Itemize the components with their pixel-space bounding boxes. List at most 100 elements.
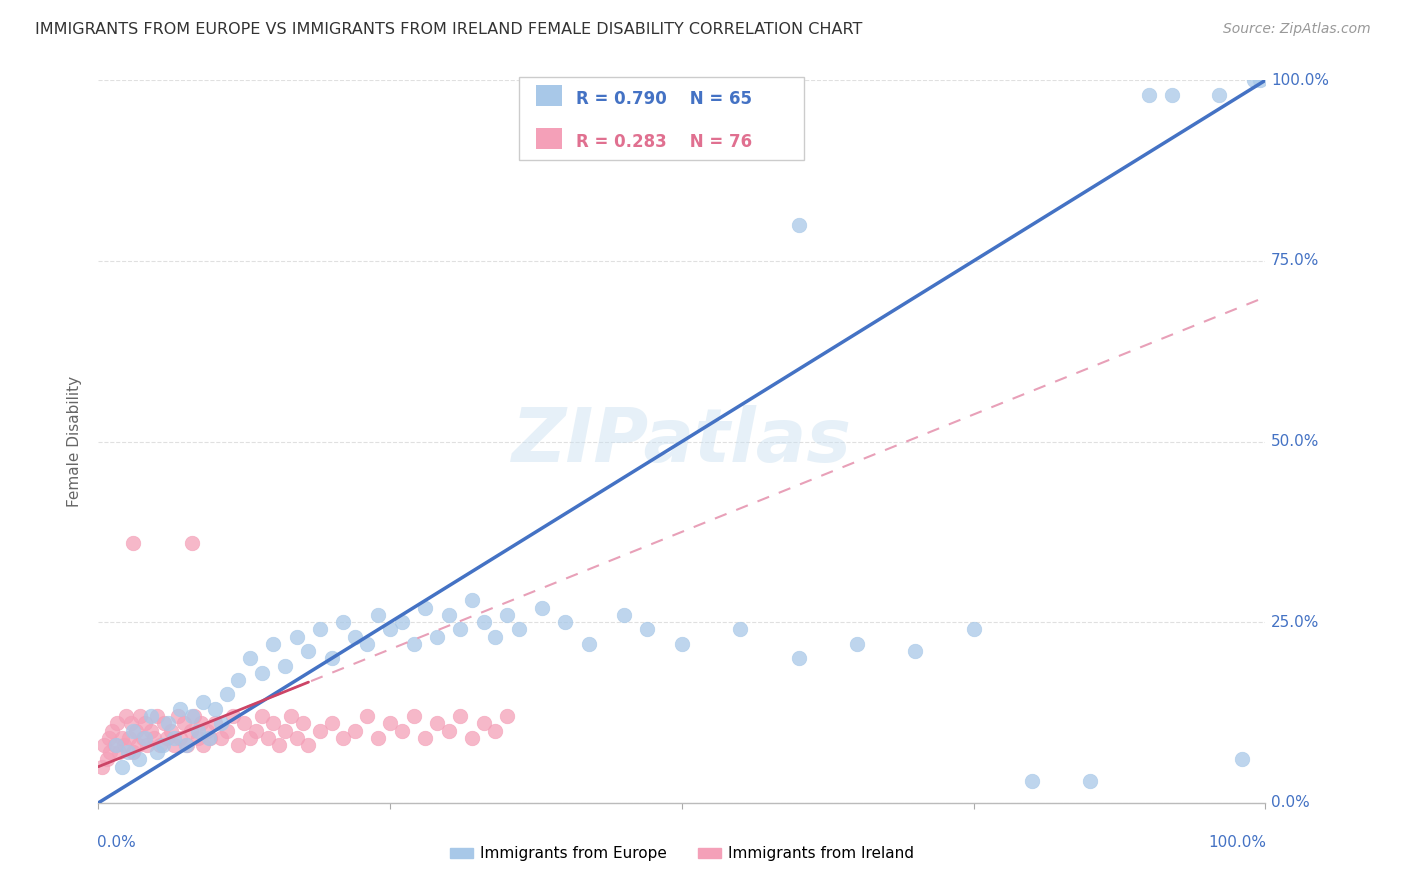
Point [152,716,174,731]
Point [484,630,506,644]
Point [120,716,142,731]
Point [136,738,159,752]
Point [163,731,186,745]
Point [846,637,869,651]
Point [173,716,195,731]
Point [496,709,519,723]
Point [256,731,278,745]
Point [134,716,156,731]
Point [169,731,191,745]
Point [356,709,378,723]
Text: R = 0.790    N = 65: R = 0.790 N = 65 [575,90,752,108]
Point [98,745,121,759]
Text: 100.0%: 100.0% [1271,73,1329,87]
Point [274,723,297,738]
Point [90,760,112,774]
Point [157,716,180,731]
Point [233,716,256,731]
Point [962,623,984,637]
Text: 75.0%: 75.0% [1271,253,1320,268]
Point [274,658,297,673]
Point [1208,87,1230,102]
Point [787,218,810,232]
Point [484,723,506,738]
Point [129,709,152,723]
Point [118,731,141,745]
Point [93,738,115,752]
Text: 100.0%: 100.0% [1209,835,1267,850]
Point [250,665,273,680]
Point [139,709,162,723]
Point [437,723,460,738]
Point [96,752,118,766]
Point [228,673,250,687]
Point [730,623,752,637]
Point [285,731,308,745]
Text: Source: ZipAtlas.com: Source: ZipAtlas.com [1223,22,1371,37]
Point [309,623,332,637]
FancyBboxPatch shape [519,77,804,160]
Point [245,723,267,738]
Point [128,752,150,766]
Point [159,723,181,738]
Point [1080,774,1102,789]
Point [239,651,262,665]
Point [111,760,134,774]
Point [309,723,332,738]
Point [228,738,250,752]
Point [297,644,319,658]
Point [671,637,693,651]
Point [472,615,495,630]
Point [122,745,145,759]
Point [332,615,354,630]
Point [152,738,174,752]
Point [449,623,471,637]
Point [1021,774,1043,789]
Text: 50.0%: 50.0% [1271,434,1320,449]
Point [169,702,191,716]
Point [215,723,238,738]
Point [215,687,238,701]
Point [105,716,128,731]
Point [380,716,402,731]
Point [122,723,145,738]
Text: 0.0%: 0.0% [97,835,136,850]
Point [104,738,127,752]
Point [297,738,319,752]
Point [426,716,449,731]
Point [209,731,232,745]
Point [112,738,135,752]
Point [461,593,484,607]
Point [127,738,149,752]
Point [578,637,600,651]
Point [108,745,131,759]
Point [134,731,156,745]
Text: 25.0%: 25.0% [1271,615,1320,630]
Point [554,615,576,630]
Point [115,709,138,723]
Point [200,731,222,745]
Point [269,738,291,752]
Point [391,723,413,738]
Point [508,623,530,637]
Point [449,709,471,723]
Point [221,709,243,723]
Point [413,600,436,615]
Point [402,709,425,723]
Point [530,600,553,615]
Point [101,723,124,738]
Y-axis label: Female Disability: Female Disability [67,376,83,508]
Point [174,738,197,752]
Point [636,623,658,637]
Point [146,709,169,723]
Point [193,738,215,752]
Point [156,731,179,745]
Point [380,623,402,637]
Point [180,709,202,723]
Point [163,738,186,752]
Point [250,709,273,723]
Point [612,607,634,622]
Point [413,731,436,745]
Point [1249,73,1271,87]
Point [285,630,308,644]
